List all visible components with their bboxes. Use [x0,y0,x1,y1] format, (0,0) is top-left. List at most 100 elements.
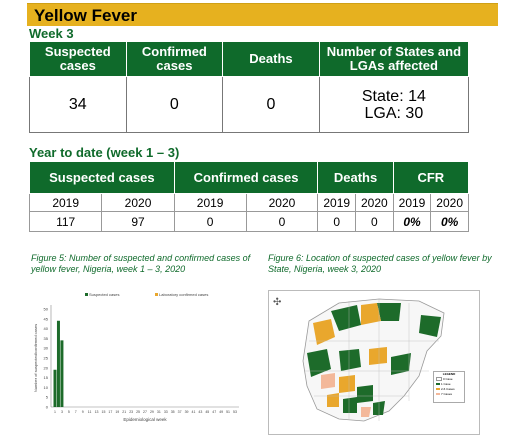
x-tick-label: 5 [68,410,70,414]
legend-label: 7 Cases [441,392,453,396]
legend-swatch [436,383,440,385]
y-tick-label: 10 [44,385,49,390]
x-tick-label: 1 [54,410,56,414]
ytd-value: 0 [355,211,394,232]
ytd-label: Year to date (week 1 – 3) [29,145,180,160]
x-tick-label: 35 [171,410,175,414]
y-axis-label: Number of suspected/confirmed cases [33,324,38,392]
x-tick-label: 19 [115,410,119,414]
x-tick-label: 25 [136,410,140,414]
legend-item: 2-6 Cases [436,387,462,391]
ytd-value: 0% [430,211,469,232]
state-green [391,353,411,375]
legend-label: Suspected cases [89,292,119,297]
state-pink [361,407,371,417]
y-tick-label: 25 [44,356,49,361]
state-green [339,349,361,371]
x-tick-label: 15 [102,410,106,414]
ytd-year: 2020 [355,193,394,212]
state-orange [361,303,381,325]
state-green [419,315,441,337]
x-tick-label: 21 [122,410,126,414]
ytd-header-deaths: Deaths [317,161,394,194]
x-tick-label: 23 [129,410,133,414]
header-deaths: Deaths [222,41,320,77]
ytd-value: 0% [392,211,432,232]
legend-swatch [155,293,158,296]
legend-label: 2-6 Cases [441,387,455,391]
value-state: State: 14 [361,87,426,105]
state-orange [339,375,355,393]
legend-label: 0 Case [443,377,453,381]
ytd-year: 2019 [173,193,247,212]
x-tick-label: 49 [219,410,223,414]
y-tick-label: 40 [44,326,49,331]
bar [60,340,64,407]
ytd-header-suspected: Suspected cases [29,161,175,194]
legend-label: 1 Case [441,382,451,386]
figure6-map: ✣ LEGEND 0 Case 1 Case 2-6 Cases 7 Cases [268,290,480,435]
ytd-year: 2019 [317,193,357,212]
value-deaths: 0 [222,76,320,133]
legend-swatch [436,388,440,390]
y-tick-label: 45 [44,316,49,321]
legend-swatch [436,377,442,381]
state-green [377,303,401,321]
x-tick-label: 11 [88,410,92,414]
state-borders [305,299,439,421]
ytd-value: 0 [245,211,319,232]
y-tick-label: 15 [44,375,49,380]
ytd-header-confirmed: Confirmed cases [173,161,319,194]
ytd-value: 117 [28,211,103,232]
legend-label: Laboratory confirmed cases [159,292,208,297]
state-green [307,349,331,377]
x-tick-label: 39 [185,410,189,414]
state-orange [313,319,335,345]
y-tick-label: 35 [44,336,49,341]
header-confirmed: Confirmed cases [125,41,224,77]
bar [53,369,57,407]
x-tick-label: 13 [95,410,99,414]
value-suspected: 34 [29,76,127,133]
legend-item: 7 Cases [436,392,462,396]
legend-swatch [436,393,440,395]
ytd-year: 2020 [101,193,175,212]
x-tick-label: 45 [205,410,209,414]
x-tick-label: 51 [226,410,230,414]
x-axis-label: Epidemiological week [123,417,167,422]
value-lga: LGA: 30 [364,104,424,122]
bar [56,320,60,407]
section-banner: Yellow Fever [27,3,498,26]
ytd-header-cfr: CFR [392,161,470,194]
state-pink [321,373,335,389]
x-tick-label: 31 [157,410,161,414]
week-table: Suspected cases Confirmed cases Deaths N… [29,41,470,133]
x-tick-label: 7 [75,410,77,414]
y-tick-label: 5 [46,395,49,400]
compass-icon: ✣ [273,297,282,308]
x-tick-label: 41 [192,410,196,414]
nigeria-map [302,298,445,422]
ytd-value: 0 [173,211,247,232]
map-legend: LEGEND 0 Case 1 Case 2-6 Cases 7 Cases [433,371,465,403]
value-states-lgas: State: 14 LGA: 30 [318,76,470,133]
x-tick-label: 17 [108,410,112,414]
state-green [331,305,361,331]
ytd-year: 2019 [28,193,103,212]
state-orange [369,347,387,365]
legend-swatch [85,293,88,296]
header-suspected: Suspected cases [29,41,127,77]
state-green [357,385,373,403]
y-tick-label: 50 [44,307,49,312]
legend-item: 0 Case [436,377,462,381]
y-tick-label: 20 [44,365,49,370]
legend-item: 1 Case [436,382,462,386]
x-tick-label: 27 [143,410,147,414]
x-tick-label: 9 [82,410,84,414]
x-tick-label: 47 [212,410,216,414]
state-orange [327,393,339,407]
ytd-year: 2020 [430,193,469,212]
ytd-year: 2019 [392,193,432,212]
legend-title: LEGEND [442,372,456,376]
